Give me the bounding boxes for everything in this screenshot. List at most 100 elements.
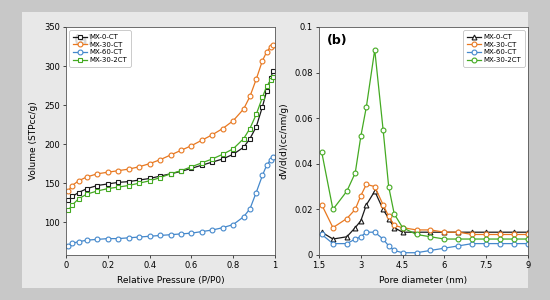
X-axis label: Pore diameter (nm): Pore diameter (nm)	[379, 276, 467, 285]
Legend: MX-0-CT, MX-30-CT, MX-60-CT, MX-30-2CT: MX-0-CT, MX-30-CT, MX-60-CT, MX-30-2CT	[463, 31, 525, 67]
MX-0-CT	[178, 170, 184, 173]
MX-30-CT	[441, 230, 448, 234]
MX-0-CT	[497, 230, 503, 234]
MX-0-CT	[399, 230, 406, 234]
MX-60-CT	[125, 236, 132, 240]
MX-30-CT	[157, 158, 163, 161]
MX-0-CT	[380, 208, 387, 211]
MX-0-CT	[167, 172, 174, 175]
MX-30-2CT	[270, 75, 276, 79]
MX-0-CT	[455, 230, 461, 234]
MX-60-CT	[246, 207, 253, 211]
MX-30-2CT	[344, 189, 350, 193]
Text: (a): (a)	[74, 34, 95, 47]
MX-60-CT	[511, 242, 518, 245]
MX-30-2CT	[483, 237, 490, 241]
MX-30-2CT	[267, 78, 274, 82]
MX-60-CT	[84, 238, 90, 242]
Line: MX-60-CT: MX-60-CT	[320, 230, 530, 255]
MX-60-CT	[363, 230, 370, 234]
MX-30-CT	[525, 233, 531, 236]
MX-30-CT	[230, 119, 236, 122]
MX-30-2CT	[240, 137, 247, 140]
MX-30-CT	[178, 148, 184, 152]
MX-0-CT	[358, 219, 364, 223]
MX-30-CT	[75, 179, 82, 183]
MX-0-CT	[188, 167, 195, 170]
MX-30-2CT	[209, 157, 216, 161]
MX-30-2CT	[84, 192, 90, 196]
MX-60-CT	[329, 242, 336, 245]
MX-30-CT	[267, 45, 274, 48]
MX-30-2CT	[65, 209, 72, 212]
MX-0-CT	[386, 217, 392, 220]
MX-30-2CT	[318, 151, 325, 154]
MX-30-CT	[246, 95, 253, 98]
MX-30-CT	[352, 208, 359, 211]
MX-0-CT	[469, 230, 476, 234]
MX-30-CT	[270, 43, 276, 47]
MX-30-CT	[413, 228, 420, 232]
MX-0-CT	[125, 180, 132, 183]
MX-30-CT	[358, 194, 364, 197]
MX-0-CT	[246, 137, 253, 140]
MX-30-CT	[344, 217, 350, 220]
MX-30-2CT	[391, 212, 398, 216]
MX-30-2CT	[230, 147, 236, 151]
Line: MX-30-CT: MX-30-CT	[65, 43, 276, 194]
MX-0-CT	[253, 125, 260, 129]
MX-30-CT	[188, 144, 195, 148]
MX-30-2CT	[125, 184, 132, 187]
MX-0-CT	[84, 187, 90, 190]
Legend: MX-0-CT, MX-30-CT, MX-60-CT, MX-30-2CT: MX-0-CT, MX-30-CT, MX-60-CT, MX-30-2CT	[69, 31, 131, 67]
MX-0-CT	[230, 152, 236, 156]
MX-0-CT	[270, 69, 276, 73]
MX-0-CT	[263, 89, 270, 93]
MX-30-2CT	[253, 113, 260, 116]
MX-60-CT	[178, 232, 184, 236]
MX-30-2CT	[263, 85, 270, 88]
Line: MX-0-CT: MX-0-CT	[65, 68, 276, 203]
MX-60-CT	[240, 215, 247, 218]
MX-60-CT	[497, 242, 503, 245]
Y-axis label: Volume (STPcc/g): Volume (STPcc/g)	[29, 102, 38, 180]
Line: MX-60-CT: MX-60-CT	[65, 155, 276, 248]
MX-0-CT	[363, 203, 370, 207]
MX-30-2CT	[219, 152, 226, 156]
MX-30-CT	[263, 50, 270, 54]
MX-0-CT	[75, 191, 82, 194]
MX-30-2CT	[371, 48, 378, 52]
MX-30-CT	[125, 167, 132, 171]
MX-60-CT	[380, 237, 387, 241]
Line: MX-30-2CT: MX-30-2CT	[320, 47, 530, 242]
MX-60-CT	[65, 244, 72, 247]
MX-30-2CT	[329, 208, 336, 211]
MX-0-CT	[441, 230, 448, 234]
MX-60-CT	[469, 242, 476, 245]
MX-30-CT	[329, 226, 336, 230]
MX-30-CT	[136, 165, 142, 169]
MX-30-CT	[69, 184, 75, 187]
MX-30-CT	[511, 233, 518, 236]
MX-30-2CT	[511, 237, 518, 241]
MX-0-CT	[371, 189, 378, 193]
MX-60-CT	[344, 242, 350, 245]
MX-30-CT	[104, 170, 111, 174]
MX-30-2CT	[413, 233, 420, 236]
MX-60-CT	[188, 231, 195, 235]
MX-30-2CT	[94, 189, 101, 193]
MX-30-2CT	[188, 165, 195, 169]
MX-30-CT	[84, 175, 90, 179]
MX-30-2CT	[104, 187, 111, 190]
MX-0-CT	[146, 177, 153, 180]
MX-30-CT	[469, 233, 476, 236]
MX-60-CT	[267, 158, 274, 161]
MX-60-CT	[199, 230, 205, 233]
MX-60-CT	[209, 228, 216, 232]
MX-30-2CT	[146, 179, 153, 183]
MX-30-CT	[259, 59, 266, 62]
MX-0-CT	[511, 230, 518, 234]
MX-0-CT	[352, 226, 359, 230]
MX-60-CT	[219, 226, 226, 230]
MX-60-CT	[399, 251, 406, 254]
